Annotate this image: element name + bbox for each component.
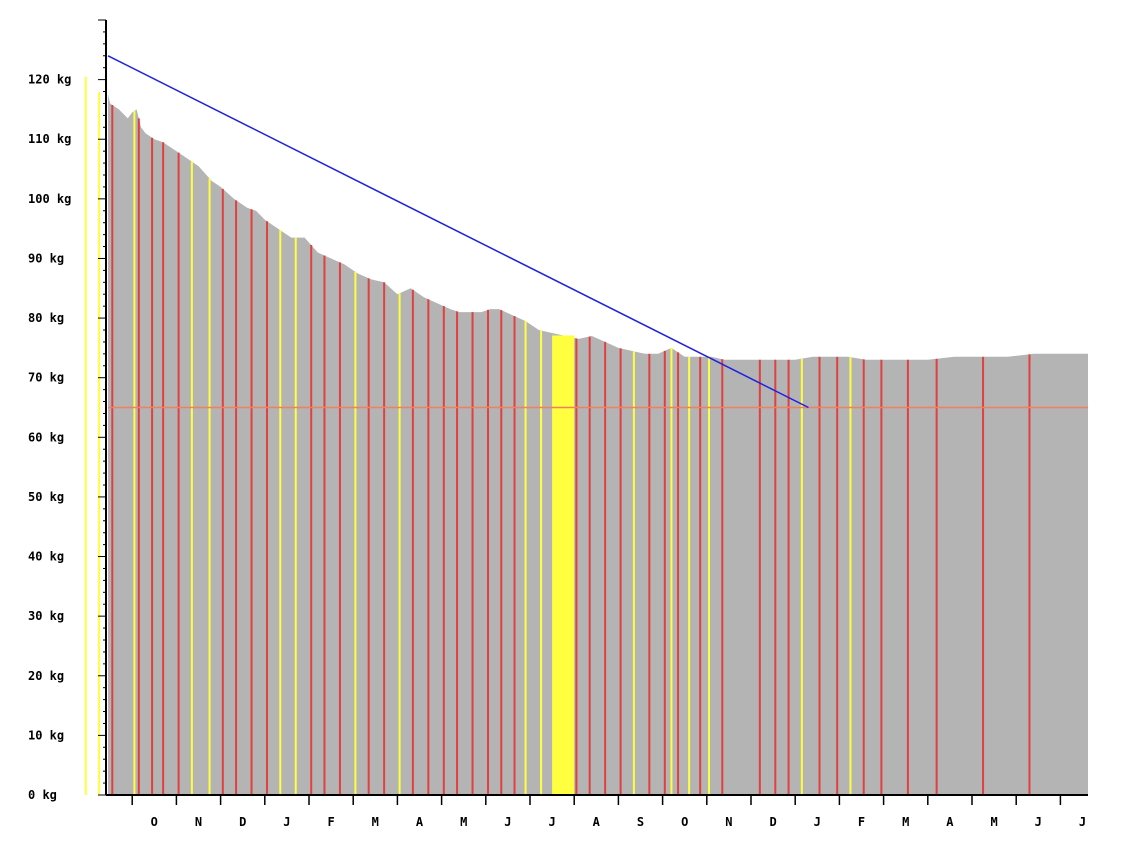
y-tick-label: 60 kg bbox=[28, 430, 64, 444]
x-month-label: J bbox=[283, 815, 290, 829]
labels-layer: 0 kg 10 kg 20 kg 30 kg 40 kg 50 kg 60 kg 70 kg 8… bbox=[28, 73, 1086, 829]
x-month-label: J bbox=[1079, 815, 1086, 829]
x-month-label: A bbox=[416, 815, 424, 829]
reference-lines-layer bbox=[107, 55, 1088, 409]
x-month-label: M bbox=[990, 815, 997, 829]
y-tick-label: 100 kg bbox=[28, 192, 71, 206]
x-month-label: M bbox=[460, 815, 467, 829]
y-tick-label: 20 kg bbox=[28, 669, 64, 683]
trend-line bbox=[107, 55, 809, 409]
x-month-label: M bbox=[372, 815, 379, 829]
weight-area bbox=[108, 55, 1088, 796]
x-month-label: D bbox=[769, 815, 776, 829]
x-month-label: D bbox=[239, 815, 246, 829]
y-tick-label: 70 kg bbox=[28, 371, 64, 385]
y-tick-label: 120 kg bbox=[28, 73, 71, 87]
y-tick-label: 50 kg bbox=[28, 490, 64, 504]
y-tick-label: 40 kg bbox=[28, 550, 64, 564]
x-month-label: A bbox=[946, 815, 954, 829]
x-month-label: J bbox=[1035, 815, 1042, 829]
y-tick-label: 110 kg bbox=[28, 132, 71, 146]
vertical-markers-layer bbox=[84, 76, 1031, 795]
x-month-label: M bbox=[902, 815, 909, 829]
y-tick-label: 30 kg bbox=[28, 609, 64, 623]
x-month-label: O bbox=[681, 815, 688, 829]
y-tick-label: 0 kg bbox=[28, 788, 57, 802]
x-month-label: J bbox=[548, 815, 555, 829]
x-month-label: N bbox=[725, 815, 732, 829]
x-month-label: S bbox=[637, 815, 644, 829]
x-month-label: N bbox=[195, 815, 202, 829]
x-month-label: J bbox=[814, 815, 821, 829]
x-month-label: J bbox=[504, 815, 511, 829]
y-tick-label: 10 kg bbox=[28, 728, 64, 742]
axes-layer bbox=[98, 19, 1088, 805]
y-tick-label: 80 kg bbox=[28, 311, 64, 325]
yellow-band bbox=[552, 335, 575, 795]
x-month-label: F bbox=[327, 815, 334, 829]
weight-area-layer bbox=[108, 55, 1088, 796]
y-tick-label: 90 kg bbox=[28, 251, 64, 265]
x-month-label: A bbox=[593, 815, 601, 829]
x-month-label: O bbox=[151, 815, 158, 829]
x-month-label: F bbox=[858, 815, 865, 829]
